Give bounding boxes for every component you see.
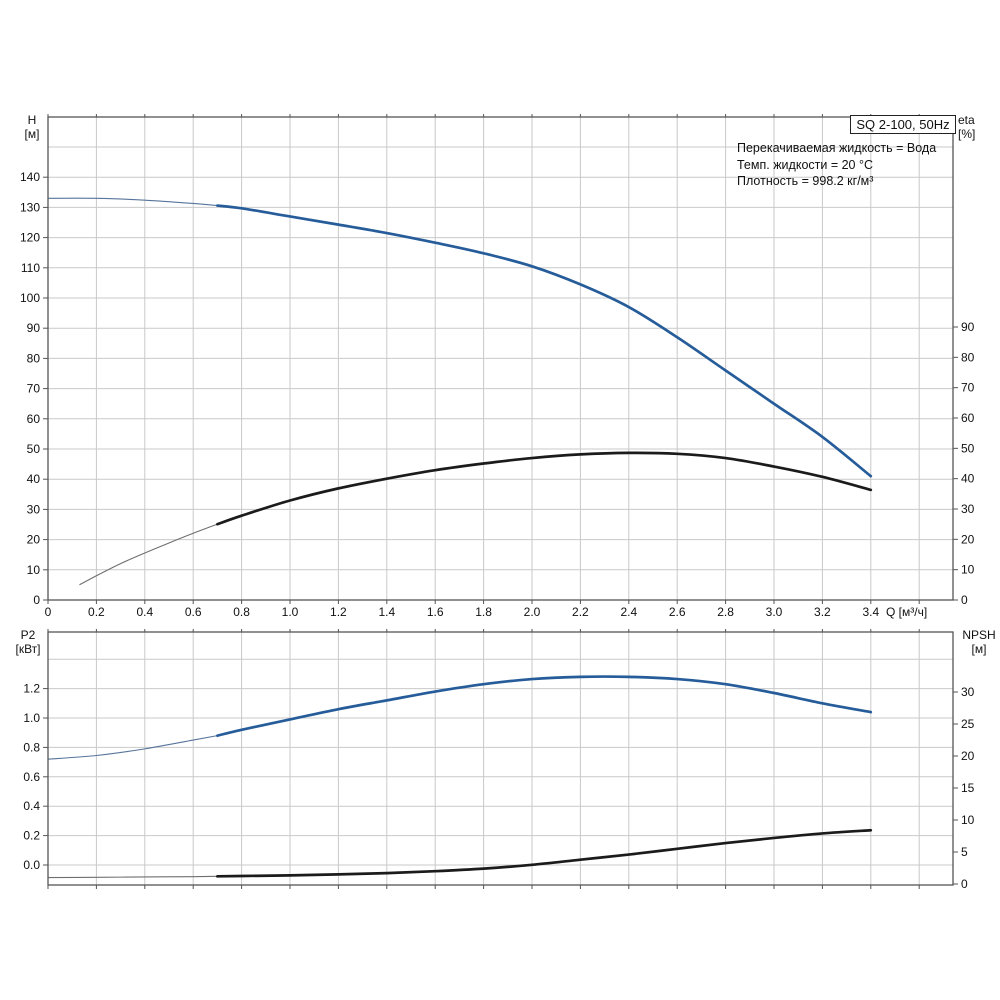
svg-text:0.6: 0.6 — [23, 770, 40, 784]
svg-text:0.8: 0.8 — [23, 740, 40, 754]
info-temperature: Темп. жидкости = 20 °C — [737, 157, 873, 172]
svg-text:1.8: 1.8 — [475, 605, 492, 619]
svg-text:80: 80 — [27, 351, 41, 365]
svg-text:3.0: 3.0 — [766, 605, 783, 619]
svg-text:1.4: 1.4 — [378, 605, 395, 619]
svg-text:1.0: 1.0 — [23, 711, 40, 725]
svg-text:10: 10 — [27, 563, 41, 577]
svg-text:1.2: 1.2 — [330, 605, 347, 619]
h-axis-label: H [м] — [14, 113, 50, 141]
svg-text:30: 30 — [27, 502, 41, 516]
svg-text:25: 25 — [961, 717, 975, 731]
svg-text:3.4: 3.4 — [862, 605, 879, 619]
svg-text:0: 0 — [961, 877, 968, 891]
svg-text:2.0: 2.0 — [524, 605, 541, 619]
info-liquid: Перекачиваемая жидкость = Вода — [737, 141, 937, 155]
svg-text:40: 40 — [961, 472, 975, 486]
svg-text:2.4: 2.4 — [620, 605, 637, 619]
q-axis-label: Q [м³/ч] — [886, 605, 928, 619]
svg-text:50: 50 — [961, 441, 975, 455]
npsh-axis-label: NPSH [м] — [956, 628, 1000, 656]
svg-text:0.6: 0.6 — [185, 605, 202, 619]
info-density: Плотность = 998.2 кг/м³ — [737, 174, 874, 188]
eta-axis-name: eta — [958, 113, 975, 127]
svg-text:70: 70 — [27, 382, 41, 396]
svg-text:40: 40 — [27, 472, 41, 486]
svg-text:5: 5 — [961, 845, 968, 859]
svg-text:20: 20 — [961, 532, 975, 546]
svg-text:130: 130 — [20, 200, 40, 214]
svg-text:20: 20 — [27, 533, 41, 547]
svg-text:2.6: 2.6 — [669, 605, 686, 619]
svg-text:30: 30 — [961, 502, 975, 516]
svg-text:60: 60 — [27, 412, 41, 426]
svg-text:80: 80 — [961, 350, 975, 364]
svg-text:10: 10 — [961, 813, 975, 827]
p2-axis-unit: [кВт] — [15, 642, 41, 656]
svg-text:120: 120 — [20, 231, 40, 245]
svg-text:2.2: 2.2 — [572, 605, 589, 619]
svg-text:60: 60 — [961, 411, 975, 425]
svg-text:0: 0 — [33, 593, 40, 607]
svg-text:0.0: 0.0 — [23, 858, 40, 872]
svg-text:140: 140 — [20, 170, 40, 184]
eta-axis-unit: [%] — [958, 127, 976, 141]
h-q-chart: 0 0.2 0.4 0.6 0.8 1.0 1.2 1.4 1.6 1.8 2.0 2.2 2.4 2.6… — [20, 114, 975, 619]
svg-text:0.2: 0.2 — [23, 829, 40, 843]
svg-text:10: 10 — [961, 563, 975, 577]
p2-axis-label: P2 [кВт] — [8, 628, 48, 656]
p2-axis-name: P2 — [20, 628, 36, 642]
svg-text:2.8: 2.8 — [717, 605, 734, 619]
p2-npsh-chart: 0.0 0.2 0.4 0.6 0.8 1.0 1.2 0 5 10 15 20 25 30 — [23, 629, 975, 891]
svg-text:1.6: 1.6 — [427, 605, 444, 619]
svg-text:15: 15 — [961, 781, 975, 795]
svg-text:0.4: 0.4 — [136, 605, 153, 619]
svg-text:0.4: 0.4 — [23, 799, 40, 813]
svg-text:70: 70 — [961, 381, 975, 395]
svg-text:0: 0 — [45, 605, 52, 619]
liquid-info-block: Перекачиваемая жидкость = Вода Темп. жид… — [737, 140, 936, 190]
svg-text:90: 90 — [27, 321, 41, 335]
svg-text:100: 100 — [20, 291, 40, 305]
svg-text:1.0: 1.0 — [282, 605, 299, 619]
npsh-axis-name: NPSH — [962, 628, 996, 642]
svg-text:20: 20 — [961, 749, 975, 763]
svg-text:0.8: 0.8 — [233, 605, 250, 619]
svg-text:110: 110 — [21, 261, 40, 275]
h-axis-unit: [м] — [24, 127, 40, 141]
eta-axis-label: eta [%] — [958, 113, 998, 141]
svg-text:0: 0 — [961, 593, 968, 607]
h-axis-name: H — [27, 113, 37, 127]
pump-type-badge: SQ 2-100, 50Hz — [850, 115, 956, 134]
npsh-axis-unit: [м] — [971, 642, 987, 656]
svg-text:3.2: 3.2 — [814, 605, 831, 619]
svg-text:1.2: 1.2 — [23, 682, 40, 696]
svg-text:30: 30 — [961, 685, 975, 699]
svg-text:0.2: 0.2 — [88, 605, 105, 619]
svg-text:50: 50 — [27, 442, 41, 456]
svg-text:90: 90 — [961, 320, 975, 334]
